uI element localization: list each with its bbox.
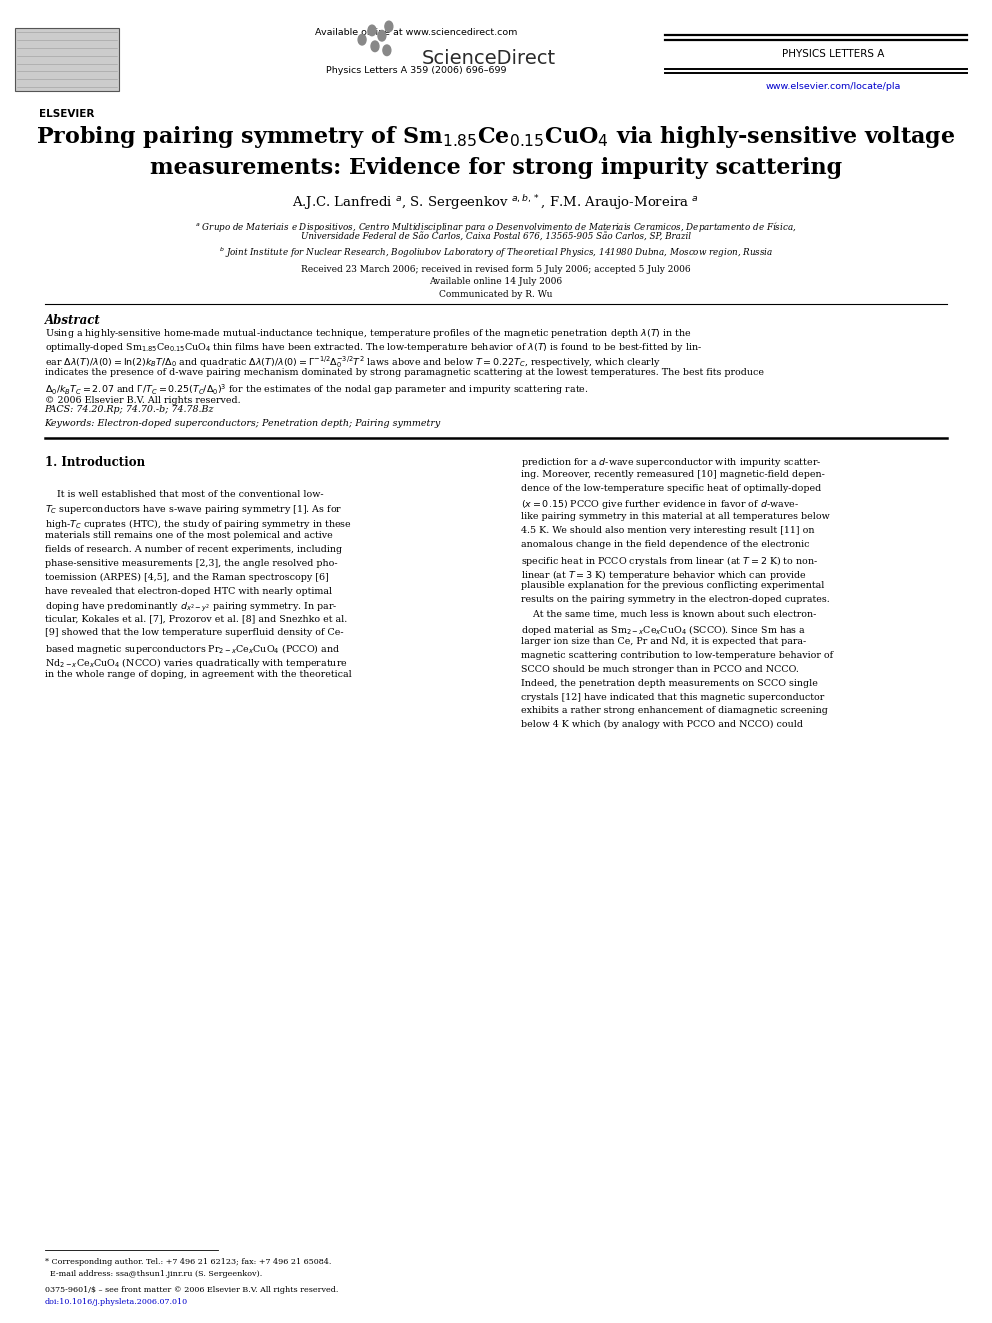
- Text: doi:10.1016/j.physleta.2006.07.010: doi:10.1016/j.physleta.2006.07.010: [45, 1298, 187, 1306]
- Text: ticular, Kokales et al. [7], Prozorov et al. [8] and Snezhko et al.: ticular, Kokales et al. [7], Prozorov et…: [45, 614, 347, 623]
- Text: based magnetic superconductors Pr$_{2-x}$Ce$_x$CuO$_4$ (PCCO) and: based magnetic superconductors Pr$_{2-x}…: [45, 643, 340, 656]
- Text: Communicated by R. Wu: Communicated by R. Wu: [439, 290, 553, 299]
- Text: like pairing symmetry in this material at all temperatures below: like pairing symmetry in this material a…: [521, 512, 829, 521]
- Text: specific heat in PCCO crystals from linear (at $T = 2$ K) to non-: specific heat in PCCO crystals from line…: [521, 553, 818, 568]
- Text: * Corresponding author. Tel.: +7 496 21 62123; fax: +7 496 21 65084.: * Corresponding author. Tel.: +7 496 21 …: [45, 1258, 331, 1266]
- Text: larger ion size than Ce, Pr and Nd, it is expected that para-: larger ion size than Ce, Pr and Nd, it i…: [521, 638, 806, 646]
- Text: Keywords: Electron-doped superconductors; Penetration depth; Pairing symmetry: Keywords: Electron-doped superconductors…: [45, 419, 440, 429]
- Text: E-mail address: ssa@thsun1.jinr.ru (S. Sergeenkov).: E-mail address: ssa@thsun1.jinr.ru (S. S…: [45, 1270, 262, 1278]
- Text: A.J.C. Lanfredi $^{a}$, S. Sergeenkov $^{a,b,*}$, F.M. Araujo-Moreira $^{a}$: A.J.C. Lanfredi $^{a}$, S. Sergeenkov $^…: [293, 193, 699, 212]
- Text: Using a highly-sensitive home-made mutual-inductance technique, temperature prof: Using a highly-sensitive home-made mutua…: [45, 327, 691, 340]
- Text: Physics Letters A 359 (2006) 696–699: Physics Letters A 359 (2006) 696–699: [326, 66, 507, 75]
- Circle shape: [368, 25, 376, 36]
- Text: ScienceDirect: ScienceDirect: [422, 49, 556, 67]
- Text: $^{a}$ Grupo de Materiais e Dispositivos, Centro Multidisciplinar para o Desenvo: $^{a}$ Grupo de Materiais e Dispositivos…: [195, 220, 797, 234]
- Text: Received 23 March 2006; received in revised form 5 July 2006; accepted 5 July 20: Received 23 March 2006; received in revi…: [302, 265, 690, 274]
- Text: ing. Moreover, recently remeasured [10] magnetic-field depen-: ing. Moreover, recently remeasured [10] …: [521, 470, 824, 479]
- Circle shape: [358, 34, 366, 45]
- Text: SCCO should be much stronger than in PCCO and NCCO.: SCCO should be much stronger than in PCC…: [521, 664, 799, 673]
- Text: Indeed, the penetration depth measurements on SCCO single: Indeed, the penetration depth measuremen…: [521, 679, 817, 688]
- Text: Available online 14 July 2006: Available online 14 July 2006: [430, 277, 562, 286]
- Text: $(x = 0.15)$ PCCO give further evidence in favor of $d$-wave-: $(x = 0.15)$ PCCO give further evidence …: [521, 497, 799, 511]
- Text: phase-sensitive measurements [2,3], the angle resolved pho-: phase-sensitive measurements [2,3], the …: [45, 558, 337, 568]
- Text: www.elsevier.com/locate/pla: www.elsevier.com/locate/pla: [766, 82, 901, 91]
- Text: [9] showed that the low temperature superfluid density of Ce-: [9] showed that the low temperature supe…: [45, 628, 343, 638]
- Text: high-$T_C$ cuprates (HTC), the study of pairing symmetry in these: high-$T_C$ cuprates (HTC), the study of …: [45, 517, 351, 532]
- Text: $^{b}$ Joint Institute for Nuclear Research, Bogoliubov Laboratory of Theoretica: $^{b}$ Joint Institute for Nuclear Resea…: [219, 246, 773, 261]
- Text: fields of research. A number of recent experiments, including: fields of research. A number of recent e…: [45, 545, 342, 554]
- Text: PACS: 74.20.Rp; 74.70.-b; 74.78.Bz: PACS: 74.20.Rp; 74.70.-b; 74.78.Bz: [45, 405, 214, 414]
- Text: © 2006 Elsevier B.V. All rights reserved.: © 2006 Elsevier B.V. All rights reserved…: [45, 396, 240, 405]
- Text: Probing pairing symmetry of Sm$_{1.85}$Ce$_{0.15}$CuO$_4$ via highly-sensitive v: Probing pairing symmetry of Sm$_{1.85}$C…: [37, 124, 955, 151]
- Text: Universidade Federal de São Carlos, Caixa Postal 676, 13565-905 São Carlos, SP, : Universidade Federal de São Carlos, Caix…: [301, 233, 691, 242]
- Text: magnetic scattering contribution to low-temperature behavior of: magnetic scattering contribution to low-…: [521, 651, 833, 660]
- Text: ELSEVIER: ELSEVIER: [39, 110, 94, 119]
- Text: exhibits a rather strong enhancement of diamagnetic screening: exhibits a rather strong enhancement of …: [521, 706, 827, 716]
- Text: dence of the low-temperature specific heat of optimally-doped: dence of the low-temperature specific he…: [521, 484, 821, 493]
- Text: results on the pairing symmetry in the electron-doped cuprates.: results on the pairing symmetry in the e…: [521, 595, 829, 605]
- Circle shape: [371, 41, 379, 52]
- Text: below 4 K which (by analogy with PCCO and NCCO) could: below 4 K which (by analogy with PCCO an…: [521, 720, 803, 729]
- Text: $T_C$ superconductors have s-wave pairing symmetry [1]. As for: $T_C$ superconductors have s-wave pairin…: [45, 503, 342, 516]
- Text: anomalous change in the field dependence of the electronic: anomalous change in the field dependence…: [521, 540, 809, 549]
- Text: measurements: Evidence for strong impurity scattering: measurements: Evidence for strong impuri…: [150, 157, 842, 180]
- Text: linear (at $T = 3$ K) temperature behavior which can provide: linear (at $T = 3$ K) temperature behavi…: [521, 568, 806, 582]
- FancyBboxPatch shape: [15, 28, 119, 91]
- Text: 1. Introduction: 1. Introduction: [45, 456, 145, 470]
- Circle shape: [383, 45, 391, 56]
- Circle shape: [378, 30, 386, 41]
- Text: doping have predominantly $d_{x^2-y^2}$ pairing symmetry. In par-: doping have predominantly $d_{x^2-y^2}$ …: [45, 601, 337, 614]
- Text: plausible explanation for the previous conflicting experimental: plausible explanation for the previous c…: [521, 582, 824, 590]
- Text: Available online at www.sciencedirect.com: Available online at www.sciencedirect.co…: [315, 28, 518, 37]
- Circle shape: [385, 21, 393, 32]
- Text: toemission (ARPES) [4,5], and the Raman spectroscopy [6]: toemission (ARPES) [4,5], and the Raman …: [45, 573, 328, 582]
- Text: in the whole range of doping, in agreement with the theoretical: in the whole range of doping, in agreeme…: [45, 669, 351, 679]
- Text: have revealed that electron-doped HTC with nearly optimal: have revealed that electron-doped HTC wi…: [45, 587, 331, 595]
- Text: 4.5 K. We should also mention very interesting result [11] on: 4.5 K. We should also mention very inter…: [521, 525, 814, 534]
- Text: Nd$_{2-x}$Ce$_x$CuO$_4$ (NCCO) varies quadratically with temperature: Nd$_{2-x}$Ce$_x$CuO$_4$ (NCCO) varies qu…: [45, 656, 347, 671]
- Text: Abstract: Abstract: [45, 314, 100, 327]
- Text: $\Delta_0/k_BT_C = 2.07$ and $\Gamma/T_C = 0.25(T_C/\Delta_0)^3$ for the estimat: $\Delta_0/k_BT_C = 2.07$ and $\Gamma/T_C…: [45, 382, 588, 397]
- Text: PHYSICS LETTERS A: PHYSICS LETTERS A: [782, 49, 885, 60]
- Text: At the same time, much less is known about such electron-: At the same time, much less is known abo…: [521, 609, 816, 618]
- Text: optimally-doped Sm$_{1.85}$Ce$_{0.15}$CuO$_4$ thin films have been extracted. Th: optimally-doped Sm$_{1.85}$Ce$_{0.15}$Cu…: [45, 340, 702, 353]
- Text: It is well established that most of the conventional low-: It is well established that most of the …: [45, 490, 323, 499]
- Text: materials still remains one of the most polemical and active: materials still remains one of the most …: [45, 531, 332, 540]
- Text: crystals [12] have indicated that this magnetic superconductor: crystals [12] have indicated that this m…: [521, 692, 824, 701]
- Text: doped material as Sm$_{2-x}$Ce$_x$CuO$_4$ (SCCO). Since Sm has a: doped material as Sm$_{2-x}$Ce$_x$CuO$_4…: [521, 623, 806, 638]
- Text: indicates the presence of d-wave pairing mechanism dominated by strong paramagne: indicates the presence of d-wave pairing…: [45, 368, 764, 377]
- Text: ear $\Delta\lambda(T)/\lambda(0) = \ln(2)k_BT/\Delta_0$ and quadratic $\Delta\la: ear $\Delta\lambda(T)/\lambda(0) = \ln(2…: [45, 355, 661, 370]
- Text: prediction for a $d$-wave superconductor with impurity scatter-: prediction for a $d$-wave superconductor…: [521, 456, 821, 470]
- Text: 0375-9601/$ – see front matter © 2006 Elsevier B.V. All rights reserved.: 0375-9601/$ – see front matter © 2006 El…: [45, 1286, 338, 1294]
